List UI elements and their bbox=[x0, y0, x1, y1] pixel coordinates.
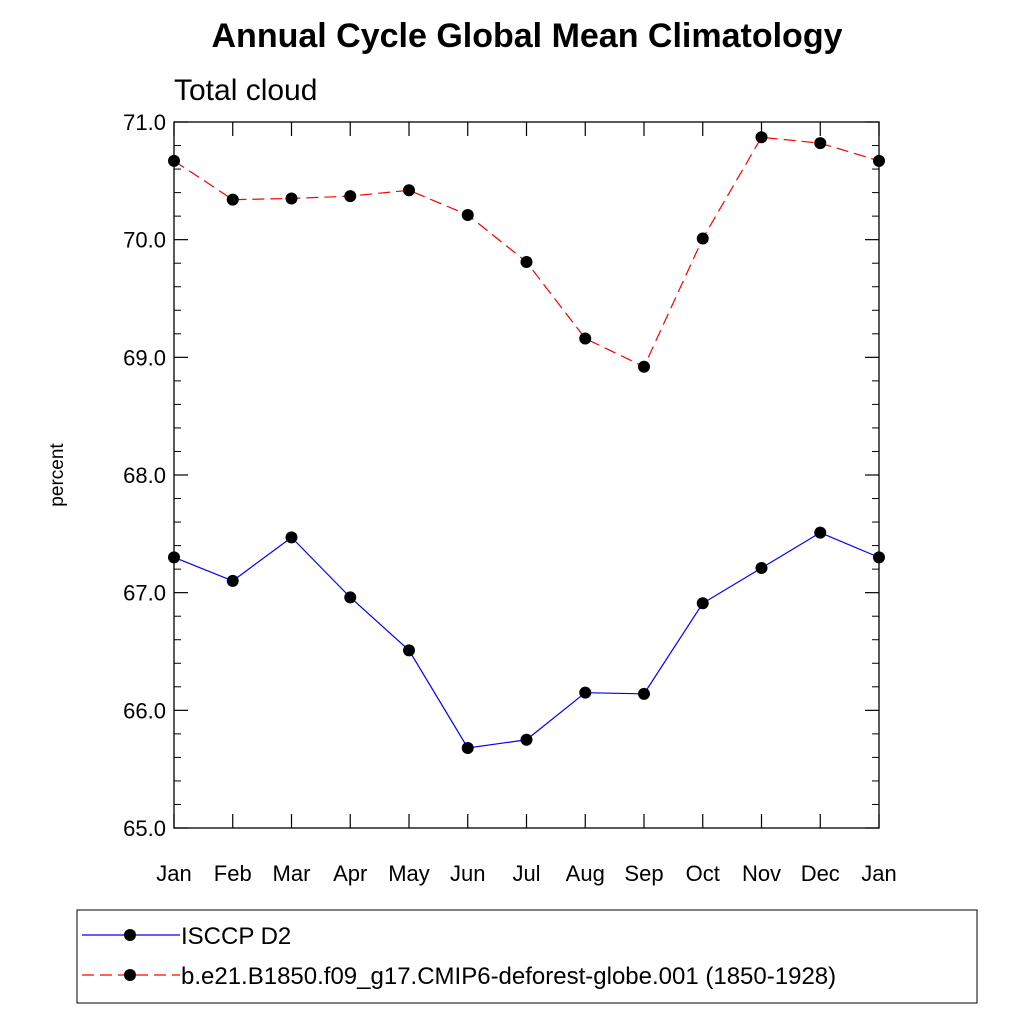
x-tick-label: Jun bbox=[450, 861, 485, 886]
legend-label-2: b.e21.B1850.f09_g17.CMIP6-deforest-globe… bbox=[181, 963, 836, 990]
series-1-point bbox=[873, 551, 885, 564]
x-tick-label: Jan bbox=[156, 861, 191, 886]
y-tick-label: 68.0 bbox=[123, 463, 166, 488]
x-tick-label: Nov bbox=[742, 861, 781, 886]
x-tick-label: May bbox=[388, 861, 430, 886]
series-1-point bbox=[461, 741, 474, 754]
y-axis-label: percent bbox=[47, 443, 68, 507]
y-tick-label: 65.0 bbox=[123, 816, 166, 841]
plot-frame bbox=[173, 121, 880, 829]
y-tick-label: 67.0 bbox=[123, 581, 166, 606]
series-1-point bbox=[285, 531, 298, 544]
y-tick-label: 66.0 bbox=[123, 698, 166, 723]
x-tick-label: Apr bbox=[333, 861, 367, 886]
legend-marker-1 bbox=[124, 929, 136, 941]
y-tick-labels: 65.0 66.0 67.0 68.0 69.0 70.0 71.0 bbox=[123, 110, 166, 841]
series-2-point bbox=[344, 190, 357, 203]
series-line-2 bbox=[173, 136, 880, 368]
legend-box bbox=[76, 909, 978, 1004]
legend-marker-2 bbox=[124, 969, 136, 981]
axis-ticks bbox=[173, 121, 880, 829]
y-tick-label: 70.0 bbox=[123, 228, 166, 253]
series-1-point bbox=[696, 597, 709, 610]
series-2-point bbox=[403, 184, 415, 197]
series-1-point bbox=[168, 551, 180, 564]
series-2-point bbox=[638, 360, 650, 373]
series-1-point bbox=[226, 574, 239, 587]
series-line-1 bbox=[173, 531, 880, 749]
y-tick-label: 69.0 bbox=[123, 345, 166, 370]
x-tick-label: Aug bbox=[566, 861, 605, 886]
series-1-point bbox=[638, 687, 650, 700]
x-tick-label: Sep bbox=[624, 861, 663, 886]
series-1-point bbox=[403, 644, 415, 657]
x-tick-label: Oct bbox=[686, 861, 720, 886]
x-tick-label: Dec bbox=[801, 861, 840, 886]
series-2-point bbox=[873, 154, 885, 167]
chart-title: Annual Cycle Global Mean Climatology bbox=[212, 17, 843, 55]
x-tick-label: Feb bbox=[214, 861, 252, 886]
series-2-point bbox=[520, 256, 533, 269]
series-2-point bbox=[226, 193, 239, 206]
series-2-point bbox=[755, 131, 768, 144]
y-tick-label: 71.0 bbox=[123, 110, 166, 135]
legend: ISCCP D2 b.e21.B1850.f09_g17.CMIP6-defore… bbox=[76, 909, 978, 1004]
series-1-point bbox=[344, 591, 357, 604]
series-1-point bbox=[579, 686, 592, 699]
x-tick-label: Jan bbox=[861, 861, 896, 886]
series-2-point bbox=[696, 232, 709, 245]
series-1-point bbox=[755, 561, 768, 574]
series-2-point bbox=[461, 208, 474, 221]
x-tick-label: Mar bbox=[273, 861, 311, 886]
series-1-point bbox=[520, 733, 533, 746]
series-2-point bbox=[814, 137, 827, 150]
x-tick-label: Jul bbox=[512, 861, 540, 886]
series-2-point bbox=[579, 332, 592, 345]
x-tick-labels: Jan Feb Mar Apr May Jun Jul Aug Sep Oct Nov Dec Jan bbox=[156, 861, 896, 886]
series-1-point bbox=[814, 526, 827, 539]
chart-subtitle: Total cloud bbox=[174, 74, 317, 107]
legend-items: ISCCP D2 b.e21.B1850.f09_g17.CMIP6-defore… bbox=[82, 923, 836, 990]
legend-label-1: ISCCP D2 bbox=[181, 923, 291, 950]
series-2-point bbox=[285, 192, 298, 205]
series-2-point bbox=[168, 154, 180, 167]
series-layer bbox=[168, 131, 885, 754]
